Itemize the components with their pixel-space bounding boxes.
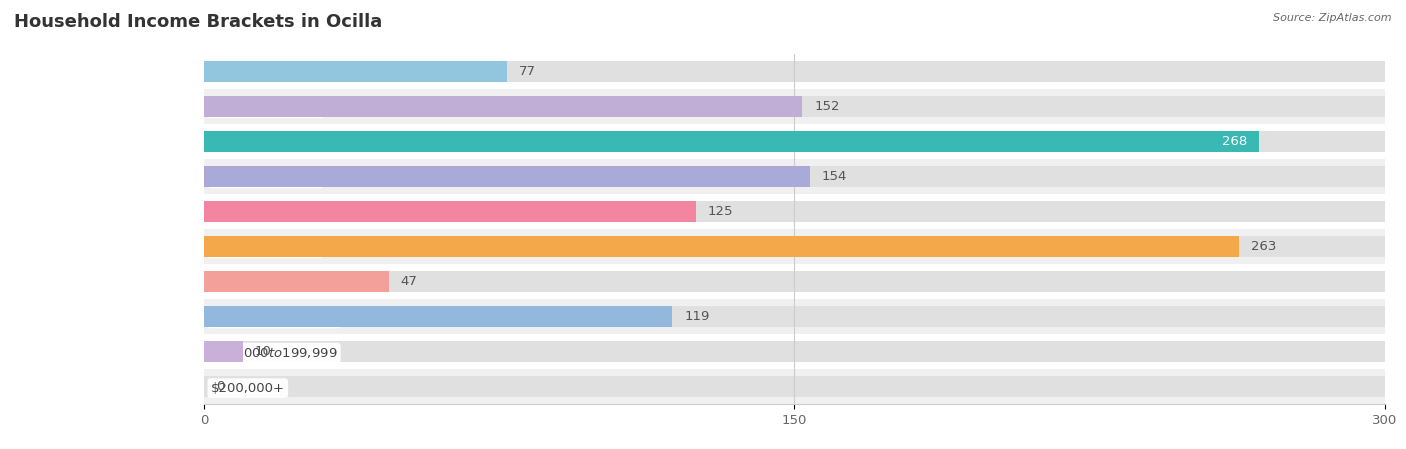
Text: 119: 119 (685, 310, 710, 323)
Bar (204, 96, 803, 117)
Text: 125: 125 (707, 205, 734, 218)
Bar (204, 299, 1385, 334)
Bar (204, 54, 1385, 89)
Bar (204, 159, 1385, 194)
Text: Source: ZipAtlas.com: Source: ZipAtlas.com (1274, 13, 1392, 23)
Bar (204, 166, 810, 187)
Bar (204, 61, 1385, 82)
Bar (204, 376, 1385, 397)
Bar (204, 166, 1385, 187)
Bar (204, 334, 1385, 369)
Bar (204, 341, 243, 362)
Bar (204, 96, 1385, 117)
Bar (204, 236, 1239, 257)
Bar (204, 201, 696, 222)
Bar (204, 271, 1385, 292)
Bar (204, 271, 389, 292)
Text: 268: 268 (1222, 135, 1247, 148)
Bar (204, 229, 1385, 264)
Bar (204, 369, 1385, 404)
Text: 47: 47 (401, 275, 418, 288)
Text: 77: 77 (519, 65, 536, 78)
Bar (204, 124, 1385, 159)
Bar (204, 131, 1385, 152)
Bar (204, 306, 1385, 327)
Bar (204, 131, 1258, 152)
Bar (204, 264, 1385, 299)
Text: 0: 0 (215, 380, 224, 393)
Bar (204, 306, 672, 327)
Text: Household Income Brackets in Ocilla: Household Income Brackets in Ocilla (14, 13, 382, 31)
Bar (204, 201, 1385, 222)
Bar (204, 89, 1385, 124)
Text: 10: 10 (254, 345, 271, 358)
Bar (204, 341, 1385, 362)
Text: 152: 152 (814, 100, 839, 113)
Bar (204, 194, 1385, 229)
Text: 263: 263 (1251, 240, 1277, 253)
Bar (204, 61, 508, 82)
Bar (204, 236, 1385, 257)
Text: 154: 154 (823, 170, 848, 183)
